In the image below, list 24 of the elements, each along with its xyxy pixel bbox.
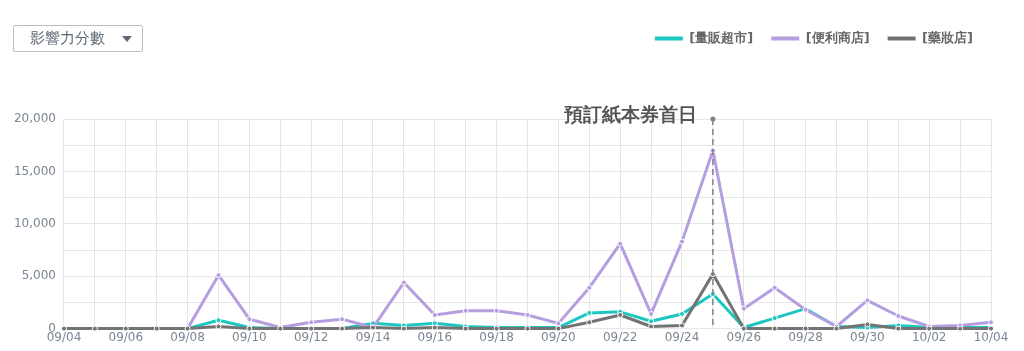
x-tick-label: 09/10 [232, 329, 267, 344]
x-tick-label: 09/30 [850, 329, 885, 344]
y-tick-label: 20,000 [13, 111, 56, 126]
x-tick-label: 09/22 [602, 329, 638, 344]
x-tick-label: 09/28 [788, 329, 823, 344]
y-tick-label: 15,000 [13, 163, 56, 178]
x-tick-label: 09/06 [108, 329, 144, 344]
y-tick-label: 10,000 [13, 215, 56, 230]
x-tick-label: 09/16 [417, 329, 453, 344]
x-tick-label: 09/26 [726, 329, 762, 344]
y-tick-label: 5,000 [21, 268, 56, 283]
x-tick-label: 09/14 [355, 329, 391, 344]
x-tick-label: 10/02 [911, 329, 947, 344]
x-tick-label: 09/12 [293, 329, 329, 344]
legend-label: [便利商店] [805, 29, 870, 45]
legend-label: [藥妝店] [922, 29, 974, 45]
legend-label: [量販超市] [689, 29, 754, 45]
x-tick-label: 09/08 [170, 329, 205, 344]
x-tick-label: 10/04 [973, 329, 1009, 344]
ref-line-label: 預訂紙本券首日 [562, 102, 697, 125]
x-tick-label: 09/24 [664, 329, 700, 344]
dropdown-field: 影響力分數 [13, 25, 143, 52]
x-tick-label: 09/20 [541, 329, 576, 344]
x-tick-label: 09/18 [479, 329, 514, 344]
